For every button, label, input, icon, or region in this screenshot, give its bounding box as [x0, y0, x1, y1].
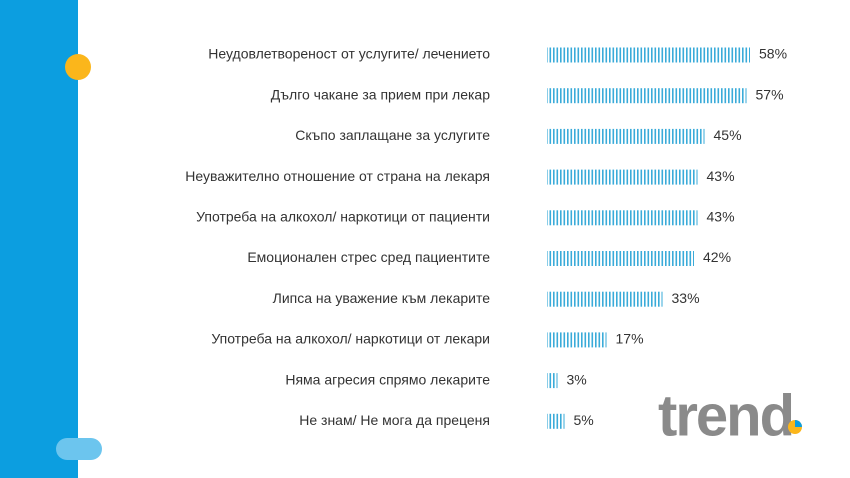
category-label: Неуважително отношение от страна на лека…: [185, 168, 490, 184]
category-label: Емоционален стрес сред пациентите: [247, 249, 490, 265]
category-label: Дълго чакане за прием при лекар: [271, 86, 490, 102]
value-label: 43%: [707, 209, 735, 225]
category-label: Няма агресия спрямо лекарите: [285, 371, 490, 387]
value-label: 42%: [703, 249, 731, 265]
value-label: 43%: [707, 168, 735, 184]
logo-icon-slice: [795, 420, 802, 427]
bar: [547, 291, 663, 307]
bar: [547, 128, 705, 144]
logo: trend: [658, 383, 793, 448]
value-label: 17%: [616, 331, 644, 347]
value-label: 45%: [714, 127, 742, 143]
bar: [547, 88, 747, 104]
category-label: Неудовлетвореност от услугите/ лечението: [208, 46, 490, 62]
value-label: 5%: [574, 412, 594, 428]
bar: [547, 210, 698, 226]
category-label: Не знам/ Не мога да преценя: [299, 412, 490, 428]
category-label: Употреба на алкохол/ наркотици от пациен…: [196, 209, 490, 225]
decor-pill: [56, 438, 102, 460]
bar: [547, 47, 750, 63]
value-label: 3%: [567, 371, 587, 387]
bar: [547, 251, 694, 266]
decor-circle: [65, 54, 91, 80]
value-label: 58%: [759, 46, 787, 62]
side-strip: [0, 0, 78, 478]
category-label: Скъпо заплащане за услугите: [295, 127, 490, 143]
category-label: Липса на уважение към лекарите: [273, 290, 491, 306]
bar: [547, 169, 698, 185]
bar: [547, 413, 565, 429]
value-label: 33%: [672, 290, 700, 306]
category-label: Употреба на алкохол/ наркотици от лекари: [211, 331, 490, 347]
value-label: 57%: [756, 86, 784, 102]
bar: [547, 373, 558, 389]
bar: [547, 332, 607, 348]
